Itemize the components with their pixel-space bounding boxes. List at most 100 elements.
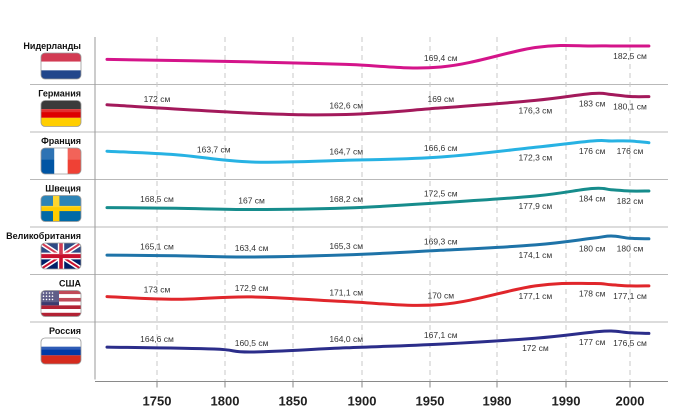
flag-star <box>45 298 48 301</box>
value-label: 169,3 см <box>424 236 458 246</box>
value-label: 172,9 см <box>235 283 269 293</box>
flag-star <box>48 292 51 294</box>
x-tick-label: 1900 <box>348 394 377 409</box>
flag-cross <box>41 205 81 212</box>
flag-stripe <box>41 294 81 298</box>
value-label: 164,7 см <box>329 146 363 156</box>
country-name: Нидерланды <box>23 41 81 51</box>
value-label: 180 см <box>579 243 606 253</box>
flag-star <box>48 298 51 301</box>
value-label: 167,1 см <box>424 330 458 340</box>
country-name: Россия <box>49 326 81 336</box>
flag-stripe <box>41 70 81 79</box>
flag-stripe <box>41 290 81 295</box>
value-label: 180,1 см <box>613 101 647 111</box>
value-label: 168,5 см <box>140 194 174 204</box>
flag-border <box>40 242 82 270</box>
flag-gloss <box>41 100 81 113</box>
value-label: 174,1 см <box>519 250 553 260</box>
value-label: 172 см <box>522 343 549 353</box>
value-label: 162,6 см <box>329 101 363 111</box>
flag-stripe <box>41 312 81 317</box>
value-label: 164,0 см <box>329 334 363 344</box>
value-label: 165,3 см <box>329 241 363 251</box>
x-tick-label: 2000 <box>616 394 645 409</box>
flag-stripe <box>41 61 81 71</box>
series-line <box>105 234 651 259</box>
flag-gloss <box>41 195 81 208</box>
value-label: 164,6 см <box>140 334 174 344</box>
value-label: 183 см <box>579 99 606 109</box>
flag-body <box>41 100 81 127</box>
flag-stripe <box>41 109 81 118</box>
country-name: Германия <box>38 89 81 99</box>
value-label: 168,2 см <box>329 194 363 204</box>
flag-star <box>42 298 45 301</box>
flag-star <box>48 295 51 298</box>
series-line <box>105 91 651 117</box>
series-line <box>105 139 651 164</box>
usa-flag <box>40 290 82 317</box>
flag-star <box>51 295 54 298</box>
flag-stripe <box>41 338 81 347</box>
value-label: 160,5 см <box>235 338 269 348</box>
value-label: 171,1 см <box>329 288 363 298</box>
value-label: 172,3 см <box>519 152 553 162</box>
flag-border <box>40 52 82 80</box>
flag-body <box>41 290 81 317</box>
flag-body <box>41 148 81 174</box>
value-label: 178 см <box>579 289 606 299</box>
flag-canton <box>41 290 59 306</box>
x-tick-label: 1950 <box>416 394 445 409</box>
flag-star <box>42 292 45 294</box>
netherlands-flag <box>40 52 82 80</box>
flag-border <box>40 195 82 222</box>
flag-border <box>40 100 82 127</box>
value-label: 165,1 см <box>140 242 174 252</box>
flag-stripe <box>41 148 55 174</box>
germany-flag <box>40 100 82 127</box>
value-label: 163,7 см <box>197 144 231 154</box>
france-flag <box>40 147 82 175</box>
flag-stripe <box>41 297 81 302</box>
flag-stripe <box>41 301 81 306</box>
flag-gloss <box>41 53 81 65</box>
flag-stripe <box>41 309 81 313</box>
country-name: США <box>59 279 82 289</box>
x-tick-label: 1750 <box>143 394 172 409</box>
value-label: 180 см <box>617 243 644 253</box>
flag-star <box>45 295 48 298</box>
flag-border <box>40 147 82 175</box>
flag-stripe <box>41 100 81 110</box>
value-label: 170 см <box>427 291 454 301</box>
flag-body <box>41 195 81 222</box>
value-label: 167 см <box>238 196 265 206</box>
value-label: 182 см <box>617 196 644 206</box>
flag-stripe <box>41 355 81 364</box>
value-label: 177,1 см <box>613 291 647 301</box>
flag-body <box>41 243 81 269</box>
country-name: Франция <box>41 136 81 146</box>
x-tick-label: 1800 <box>211 394 240 409</box>
value-label: 163,4 см <box>235 243 269 253</box>
value-label: 169,4 см <box>424 53 458 63</box>
flag-gloss <box>41 243 81 255</box>
flag-border <box>40 290 82 317</box>
flag-star <box>51 292 54 294</box>
value-label: 172,5 см <box>424 189 458 199</box>
value-label: 177,1 см <box>519 291 553 301</box>
value-label: 176 см <box>579 146 606 156</box>
x-tick-label: 1980 <box>483 394 512 409</box>
value-label: 184 см <box>579 194 606 204</box>
series-line <box>105 281 651 307</box>
flag-gloss <box>41 148 81 160</box>
flag-body <box>41 338 81 364</box>
flag-star <box>51 298 54 301</box>
value-label: 172 см <box>144 94 171 104</box>
value-label: 169 см <box>427 94 454 104</box>
flag-stripe <box>54 148 68 174</box>
value-label: 176 см <box>617 146 644 156</box>
series-line <box>105 329 651 354</box>
